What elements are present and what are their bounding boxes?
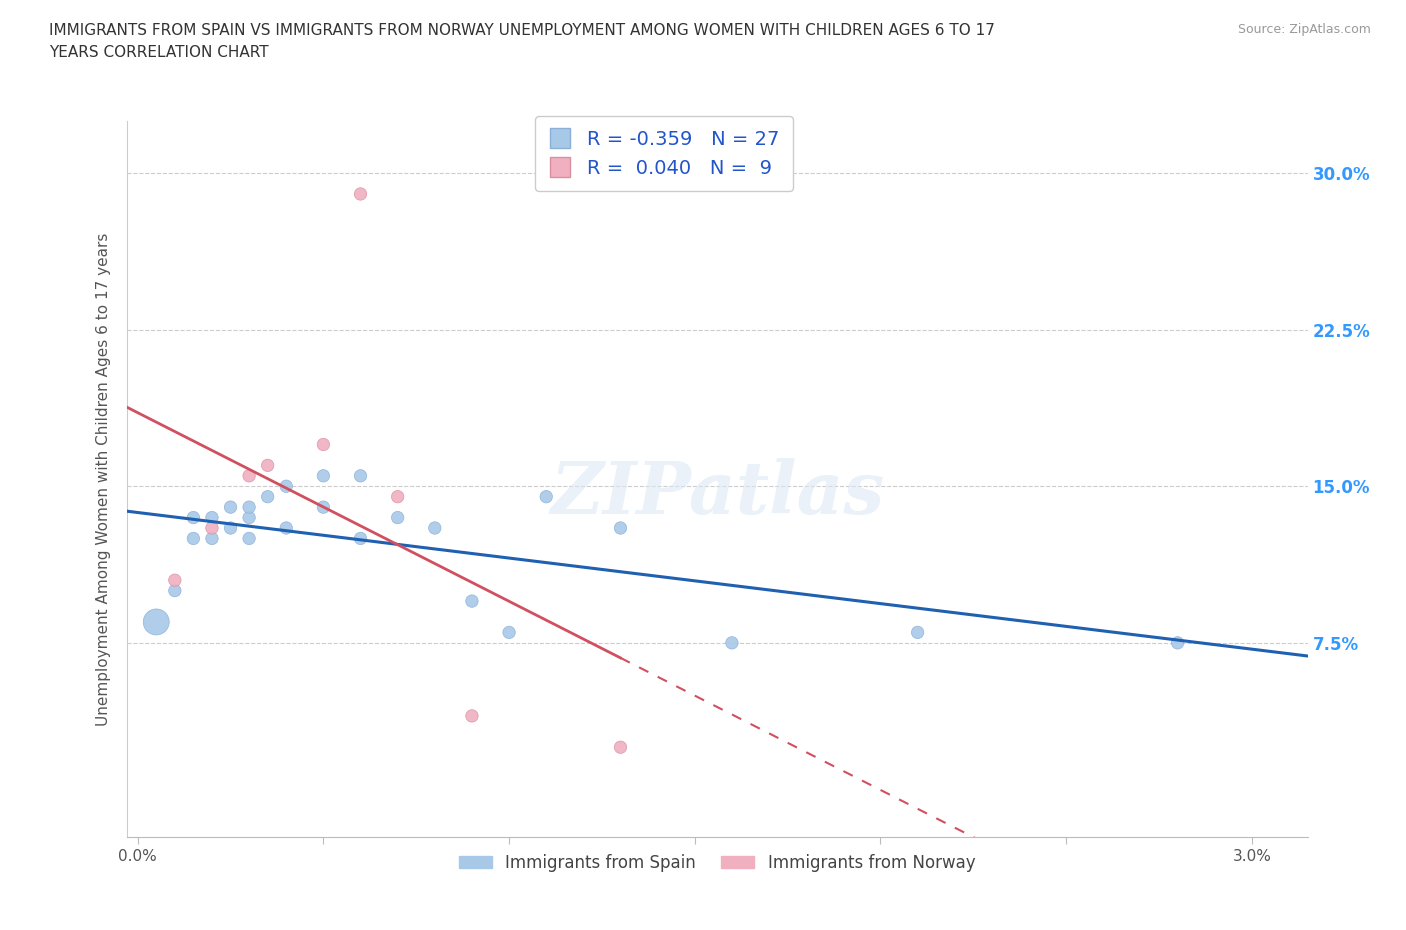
Point (219, 499, 242, 514)
Point (183, 511, 205, 525)
Point (238, 531, 260, 546)
Text: Source: ZipAtlas.com: Source: ZipAtlas.com (1237, 23, 1371, 36)
Point (349, 469, 371, 484)
Point (183, 531, 205, 546)
Point (387, 489, 409, 504)
Text: ZIPatlas: ZIPatlas (550, 458, 884, 529)
Point (276, 479, 298, 494)
Point (256, 489, 278, 504)
Point (721, 635, 744, 650)
Point (201, 521, 224, 536)
Point (349, 531, 371, 546)
Point (1167, 635, 1189, 650)
Point (201, 531, 224, 546)
Point (609, 521, 631, 536)
Legend: Immigrants from Spain, Immigrants from Norway: Immigrants from Spain, Immigrants from N… (453, 847, 981, 879)
Point (145, 615, 167, 630)
Point (201, 511, 224, 525)
Point (163, 583, 186, 598)
Text: IMMIGRANTS FROM SPAIN VS IMMIGRANTS FROM NORWAY UNEMPLOYMENT AMONG WOMEN WITH CH: IMMIGRANTS FROM SPAIN VS IMMIGRANTS FROM… (49, 23, 995, 60)
Point (907, 625, 929, 640)
Point (238, 499, 260, 514)
Point (609, 739, 631, 754)
Point (461, 709, 484, 724)
Point (387, 511, 409, 525)
Point (498, 625, 520, 640)
Point (238, 469, 260, 484)
Point (349, 187, 371, 202)
Point (423, 521, 446, 536)
Point (238, 511, 260, 525)
Point (312, 469, 335, 484)
Point (461, 593, 484, 608)
Point (219, 521, 242, 536)
Point (256, 458, 278, 472)
Y-axis label: Unemployment Among Women with Children Ages 6 to 17 years: Unemployment Among Women with Children A… (96, 232, 111, 725)
Point (534, 489, 557, 504)
Point (312, 437, 335, 452)
Point (312, 499, 335, 514)
Point (163, 573, 186, 588)
Point (276, 521, 298, 536)
